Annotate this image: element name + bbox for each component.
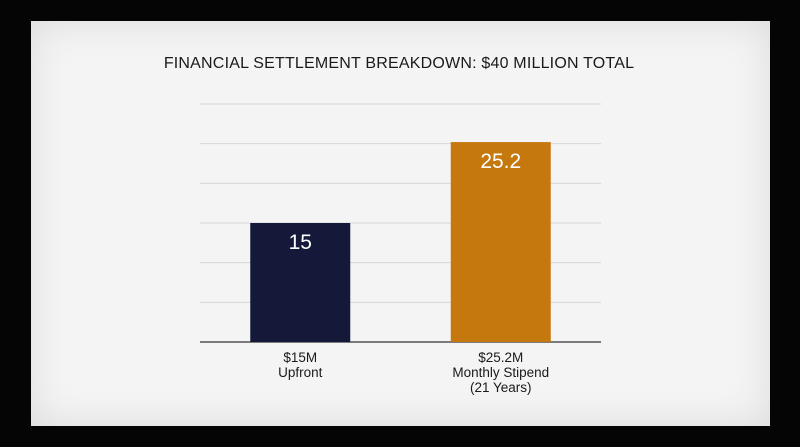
category-label: $15M (283, 350, 317, 365)
category-label: Monthly Stipend (452, 365, 549, 380)
bars: 15 25.2 (250, 142, 551, 342)
category-label: (21 Years) (470, 380, 532, 395)
bar (450, 142, 551, 342)
category-label: Upfront (278, 365, 323, 380)
bar-value-label: 15 (289, 231, 312, 254)
bar-chart: FINANCIAL SETTLEMENT BREAKDOWN: $40 MILL… (164, 55, 634, 395)
bar (250, 223, 351, 342)
chart-title: FINANCIAL SETTLEMENT BREAKDOWN: $40 MILL… (164, 55, 634, 72)
presentation-screen: FINANCIAL SETTLEMENT BREAKDOWN: $40 MILL… (31, 21, 770, 426)
category-label: $25.2M (478, 350, 523, 365)
bar-value-label: 25.2 (480, 150, 521, 173)
